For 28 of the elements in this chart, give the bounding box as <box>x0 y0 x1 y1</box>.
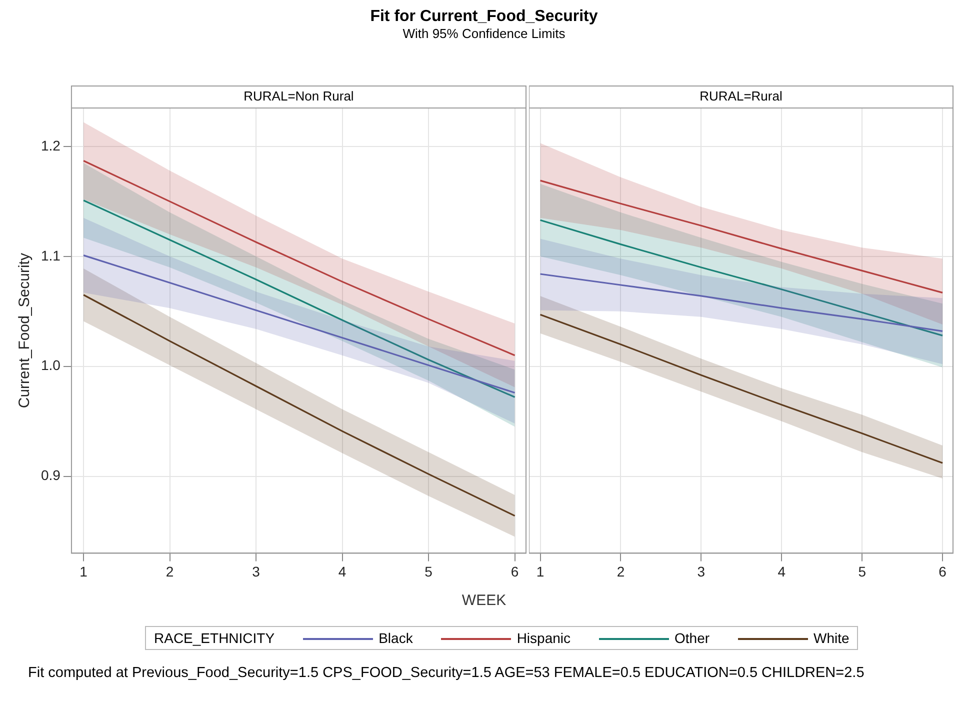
legend-label: Hispanic <box>516 630 571 646</box>
x-tick-label: 5 <box>858 563 866 580</box>
y-tick-label: 1.2 <box>40 137 61 154</box>
y-tick-label: 1.1 <box>40 247 61 264</box>
x-tick-label: 3 <box>252 563 260 580</box>
text: Fit computed at Previous_Food_Security=1.5 CPS_FOOD_Security=1.5 AGE=53 FEMALE=0.5 EDUCATION=0.5 CHILDREN=2.5 <box>28 665 866 682</box>
x-axis-title: WEEK <box>460 592 508 609</box>
x-tick-label: 4 <box>338 563 346 580</box>
chart-subtitle: With 95% Confidence Limits <box>402 26 566 41</box>
x-tick-label: 1 <box>80 563 88 580</box>
x-tick-label: 2 <box>616 563 625 580</box>
y-tick-label: 0.9 <box>40 467 61 484</box>
legend-title: RACE_ETHNICITY <box>154 630 275 646</box>
y-axis-title: Current_Food_Security <box>16 252 34 408</box>
text: RURAL=Non Rural <box>244 88 354 104</box>
x-tick-label: 6 <box>510 563 519 580</box>
chart-title: Fit for Current_Food_Security <box>369 8 599 26</box>
x-tick-label: 3 <box>697 563 706 580</box>
legend-label: White <box>812 630 850 646</box>
legend-label: Other <box>674 630 710 646</box>
y-tick-label: 1.0 <box>40 357 61 374</box>
x-tick-label: 1 <box>536 563 544 580</box>
x-tick-label: 4 <box>778 563 786 580</box>
x-tick-label: 2 <box>166 563 174 580</box>
text: RURAL=Rural <box>700 88 782 104</box>
x-tick-label: 5 <box>424 563 433 580</box>
legend-label: Black <box>378 630 413 646</box>
x-tick-label: 6 <box>938 563 947 580</box>
